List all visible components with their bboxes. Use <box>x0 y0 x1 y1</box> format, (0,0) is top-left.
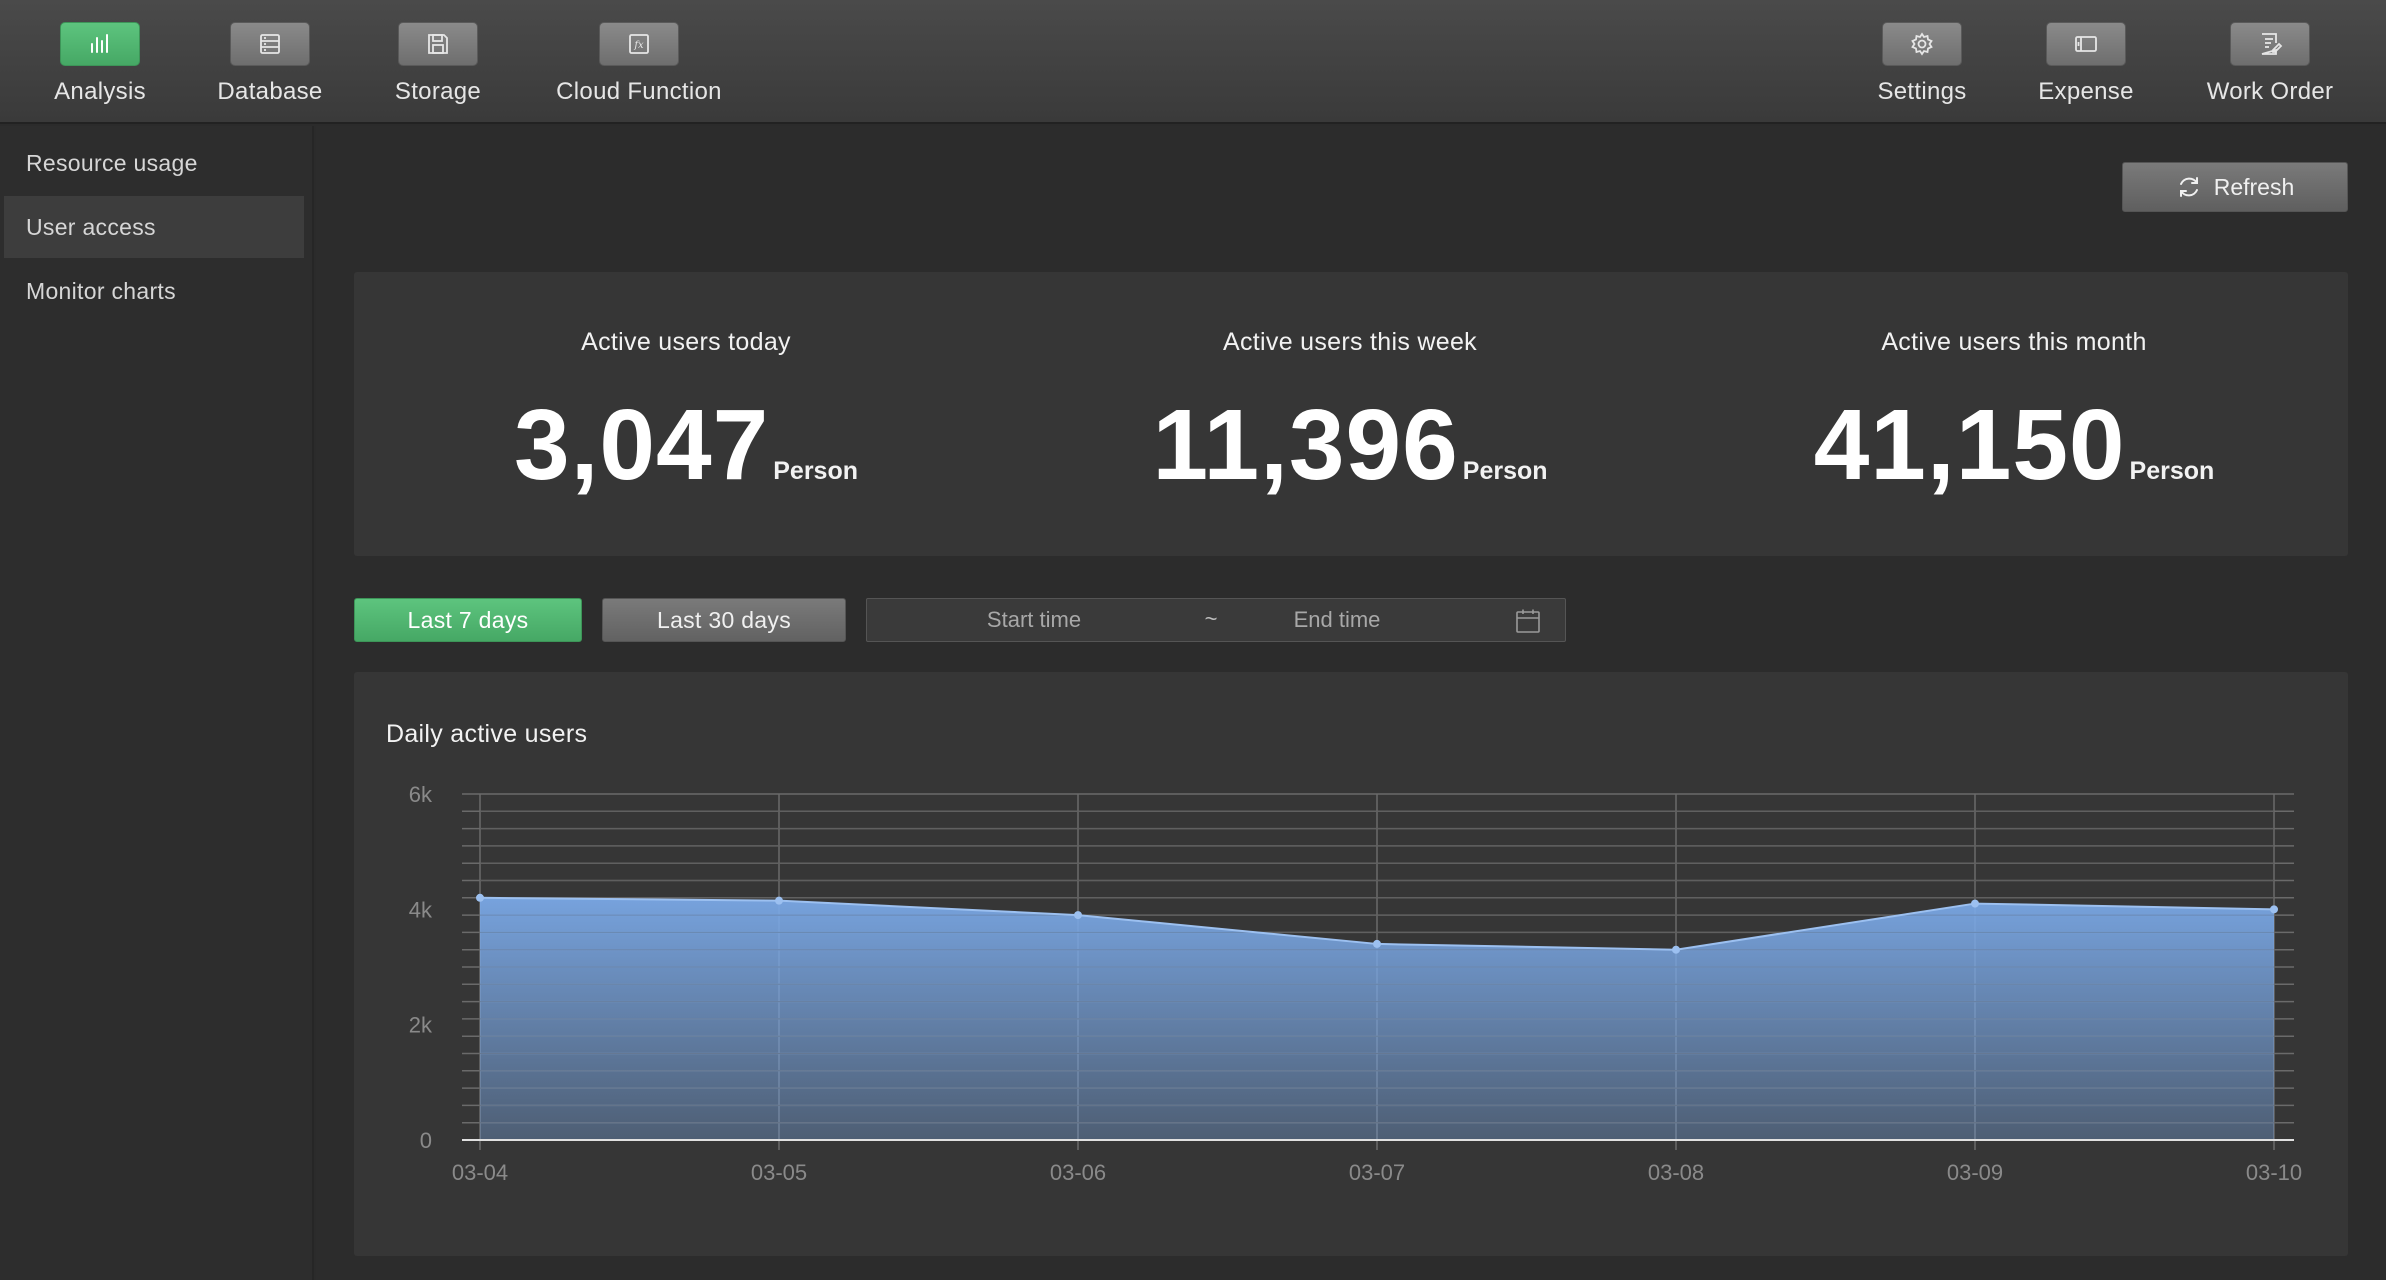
settings-tool[interactable]: Settings <box>1862 22 1982 114</box>
x-tick-label: 03-09 <box>1947 1160 2003 1185</box>
analysis-label: Analysis <box>54 78 146 105</box>
y-tick-label: 0 <box>420 1128 432 1153</box>
daily-active-users-chart: 0 2k 4k 6k 03-04 03-05 03-06 03-07 03-08 03-09 03-… <box>409 782 2302 1185</box>
settings-button[interactable] <box>1882 22 1962 66</box>
stat-today: Active users today 3,047 Person <box>354 272 1018 556</box>
expense-button[interactable] <box>2046 22 2126 66</box>
database-label: Database <box>217 78 323 105</box>
data-point <box>1074 911 1082 920</box>
x-tick-label: 03-07 <box>1349 1160 1405 1185</box>
database-button[interactable] <box>230 22 310 66</box>
work-order-button[interactable] <box>2230 22 2310 66</box>
bar-chart-icon <box>91 34 108 53</box>
sidebar: Resource usage User access Monitor chart… <box>0 126 314 1280</box>
date-range-picker[interactable]: Start time ~ End time <box>866 598 1566 642</box>
data-point <box>1971 899 1979 908</box>
function-icon: fx <box>629 34 649 54</box>
stat-label: Active users today <box>581 328 791 356</box>
y-tick-label: 4k <box>409 897 433 922</box>
analysis-button[interactable] <box>60 22 140 66</box>
x-tick-label: 03-08 <box>1648 1160 1704 1185</box>
stat-value: 3,047 <box>513 389 770 501</box>
database-icon <box>260 34 280 54</box>
sidebar-item-monitor-charts[interactable]: Monitor charts <box>26 278 176 304</box>
stat-label: Active users this week <box>1223 328 1477 356</box>
gear-icon <box>1911 32 1933 56</box>
x-tick-label: 03-04 <box>452 1160 508 1185</box>
sidebar-item-resource-usage[interactable]: Resource usage <box>26 150 198 176</box>
last-7-days-button[interactable]: Last 7 days <box>354 598 582 642</box>
y-tick-label: 2k <box>409 1013 433 1038</box>
chart-title: Daily active users <box>386 720 588 748</box>
stat-unit: Person <box>1462 457 1548 485</box>
cloud-function-label: Cloud Function <box>556 78 722 105</box>
daily-active-users-chart-panel: Daily active users 0 2k 4k 6k 03-04 03-05 03-0… <box>354 672 2348 1256</box>
storage-tool[interactable]: Storage <box>378 22 498 114</box>
stat-value: 41,150 <box>1813 389 2126 501</box>
calendar-icon[interactable] <box>1515 608 1541 634</box>
data-point <box>2270 905 2278 914</box>
database-tool[interactable]: Database <box>210 22 330 114</box>
sidebar-item-user-access[interactable]: User access <box>4 196 304 258</box>
stat-month: Active users this month 41,150 Person <box>1682 272 2346 556</box>
work-order-icon <box>2261 33 2283 55</box>
x-tick-label: 03-05 <box>751 1160 807 1185</box>
y-tick-label: 6k <box>409 782 433 807</box>
cloud-function-tool[interactable]: fx Cloud Function <box>544 22 734 114</box>
refresh-icon <box>2179 177 2198 197</box>
refresh-label: Refresh <box>2213 173 2295 200</box>
end-time-input[interactable]: End time <box>1293 607 1381 632</box>
stats-panel: Active users today 3,047 Person Active u… <box>354 272 2348 556</box>
settings-label: Settings <box>1877 78 1967 105</box>
x-tick-label: 03-06 <box>1050 1160 1106 1185</box>
data-point <box>1672 945 1680 954</box>
stat-unit: Person <box>773 457 858 485</box>
expense-label: Expense <box>2038 78 2134 105</box>
stat-week: Active users this week 11,396 Person <box>1018 272 1682 556</box>
stat-label: Active users this month <box>1881 328 2147 356</box>
x-tick-label: 03-10 <box>2246 1160 2302 1185</box>
work-order-label: Work Order <box>2206 78 2334 105</box>
work-order-tool[interactable]: Work Order <box>2200 22 2340 114</box>
start-time-input[interactable]: Start time <box>986 607 1082 632</box>
storage-label: Storage <box>394 78 482 105</box>
date-range-separator: ~ <box>1204 606 1218 631</box>
data-point <box>1373 939 1381 948</box>
stat-value: 11,396 <box>1152 389 1459 501</box>
data-point <box>775 896 783 905</box>
top-toolbar: Analysis Database Storage <box>0 0 2386 124</box>
svg-text:fx: fx <box>633 40 644 51</box>
refresh-button[interactable]: Refresh <box>2122 162 2348 212</box>
last-30-days-button[interactable]: Last 30 days <box>602 598 846 642</box>
wallet-icon <box>2075 36 2097 52</box>
cloud-function-button[interactable]: fx <box>599 22 679 66</box>
data-point <box>476 893 484 902</box>
stat-unit: Person <box>2129 457 2215 485</box>
expense-tool[interactable]: Expense <box>2026 22 2146 114</box>
series-area <box>480 897 2274 1140</box>
analysis-tool[interactable]: Analysis <box>40 22 160 114</box>
storage-button[interactable] <box>398 22 478 66</box>
floppy-disk-icon <box>428 34 448 54</box>
